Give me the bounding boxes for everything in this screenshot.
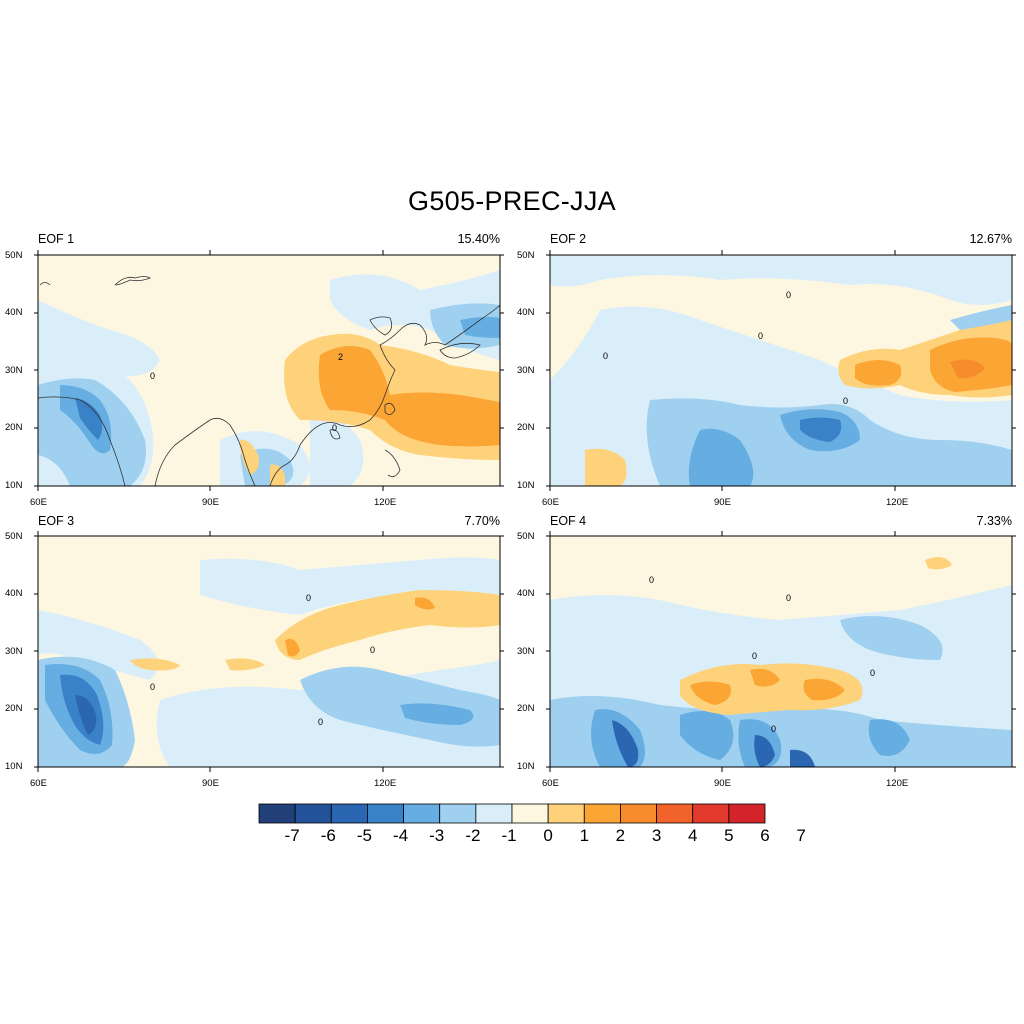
p1-lat-10n: 10N xyxy=(5,480,23,491)
colorbar-box-1 xyxy=(294,803,332,824)
panel-3-percent: 7.70% xyxy=(464,514,500,528)
contour-label-p1a: 2 xyxy=(338,352,343,362)
contour-label-p4e: 0 xyxy=(771,724,776,734)
panel-1-map xyxy=(38,255,500,486)
contour-label-p3c: 0 xyxy=(150,682,155,692)
colorbar-label: 7 xyxy=(796,826,806,845)
colorbar-box-7 xyxy=(511,803,549,824)
contour-label-p4c: 0 xyxy=(752,651,757,661)
panel-2-percent: 12.67% xyxy=(969,232,1012,246)
p3-lat-40n: 40N xyxy=(5,588,23,599)
panel-3-label: EOF 3 xyxy=(38,514,75,528)
p4-lon-90e: 90E xyxy=(714,778,731,789)
colorbar-box-12 xyxy=(692,803,730,824)
colorbar-label: 4 xyxy=(687,826,698,845)
panel-1-label: EOF 1 xyxy=(38,232,75,246)
panel-4-label: EOF 4 xyxy=(550,514,587,528)
contour-label-p1b: 0 xyxy=(150,371,155,381)
p2-lat-50n: 50N xyxy=(517,250,535,261)
contour-labels: 2 0 0 0 0 0 0 0 0 0 0 0 0 0 0 0 xyxy=(150,290,875,734)
colorbar-label: 5 xyxy=(724,826,734,845)
contour-label-p4d: 0 xyxy=(870,668,875,678)
figure-title: G505-PREC-JJA xyxy=(408,186,616,216)
contour-label-p2b: 0 xyxy=(758,331,763,341)
p3-lat-50n: 50N xyxy=(5,531,23,542)
colorbar-box-0 xyxy=(258,803,296,824)
p1-lat-30n: 30N xyxy=(5,365,23,376)
p4-lat-30n: 30N xyxy=(517,646,535,657)
colorbar-label: -7 xyxy=(284,826,300,845)
p3-lat-30n: 30N xyxy=(5,646,23,657)
colorbar-label: -2 xyxy=(465,826,481,845)
colorbar-box-3 xyxy=(367,803,404,824)
contour-label-p3b: 0 xyxy=(370,645,375,655)
panel-1-percent: 15.40% xyxy=(457,232,500,246)
p3-lat-10n: 10N xyxy=(5,761,23,772)
colorbar-label: 6 xyxy=(760,826,770,845)
colorbar xyxy=(258,803,766,824)
colorbar-label: -6 xyxy=(320,826,336,845)
panel-4-map xyxy=(550,536,1012,767)
colorbar-box-9 xyxy=(583,803,621,824)
p1-lat-50n: 50N xyxy=(5,250,23,261)
p2-lon-120e: 120E xyxy=(886,497,909,508)
p4-lat-40n: 40N xyxy=(517,588,535,599)
p4-lon-60e: 60E xyxy=(542,778,559,789)
contour-label-p2a: 0 xyxy=(786,290,791,300)
panel-4-percent: 7.33% xyxy=(976,514,1012,528)
p2-lat-20n: 20N xyxy=(517,422,535,433)
p1-lat-40n: 40N xyxy=(5,307,23,318)
contour-label-p2d: 0 xyxy=(843,396,848,406)
colorbar-label: -5 xyxy=(356,826,372,845)
colorbar-box-4 xyxy=(403,803,441,824)
p1-lat-20n: 20N xyxy=(5,422,23,433)
colorbar-box-11 xyxy=(656,803,694,824)
p1-lon-60e: 60E xyxy=(30,497,47,508)
colorbar-label: 1 xyxy=(579,826,590,845)
colorbar-box-6 xyxy=(475,803,513,824)
p4-lon-120e: 120E xyxy=(886,778,909,789)
colorbar-box-5 xyxy=(439,803,477,824)
contour-label-p1c: 0 xyxy=(332,423,337,433)
panel-2-map xyxy=(550,255,1012,486)
contour-label-p3d: 0 xyxy=(318,717,323,727)
colorbar-box-13 xyxy=(728,803,766,824)
contour-label-p3a: 0 xyxy=(306,593,311,603)
tick-marks xyxy=(34,250,1016,772)
colorbar-box-8 xyxy=(547,803,585,824)
p1-lon-120e: 120E xyxy=(374,497,397,508)
p3-lon-60e: 60E xyxy=(30,778,47,789)
p3-lat-20n: 20N xyxy=(5,703,23,714)
contour-label-p2c: 0 xyxy=(603,351,608,361)
p2-lon-60e: 60E xyxy=(542,497,559,508)
p2-lat-30n: 30N xyxy=(517,365,535,376)
colorbar-label: -1 xyxy=(501,826,517,845)
colorbar-label: -3 xyxy=(429,826,445,845)
p4-lat-20n: 20N xyxy=(517,703,535,714)
p3-lon-90e: 90E xyxy=(202,778,219,789)
colorbar-label: 3 xyxy=(651,826,662,845)
colorbar-box-10 xyxy=(620,803,657,824)
p4-lat-10n: 10N xyxy=(517,761,535,772)
p3-lon-120e: 120E xyxy=(374,778,397,789)
p1-lon-90e: 90E xyxy=(202,497,219,508)
panel-2-label: EOF 2 xyxy=(550,232,587,246)
contour-label-p4a: 0 xyxy=(649,575,654,585)
p2-lon-90e: 90E xyxy=(714,497,731,508)
contour-label-p4b: 0 xyxy=(786,593,791,603)
colorbar-label: 2 xyxy=(615,826,626,845)
colorbar-label: 0 xyxy=(543,826,553,845)
p2-lat-40n: 40N xyxy=(517,307,535,318)
colorbar-box-2 xyxy=(330,803,368,824)
colorbar-label: -4 xyxy=(393,826,409,845)
panel-3-map xyxy=(38,536,500,767)
p2-lat-10n: 10N xyxy=(517,480,535,491)
p4-lat-50n: 50N xyxy=(517,531,535,542)
coastline-panel-1 xyxy=(38,276,500,486)
